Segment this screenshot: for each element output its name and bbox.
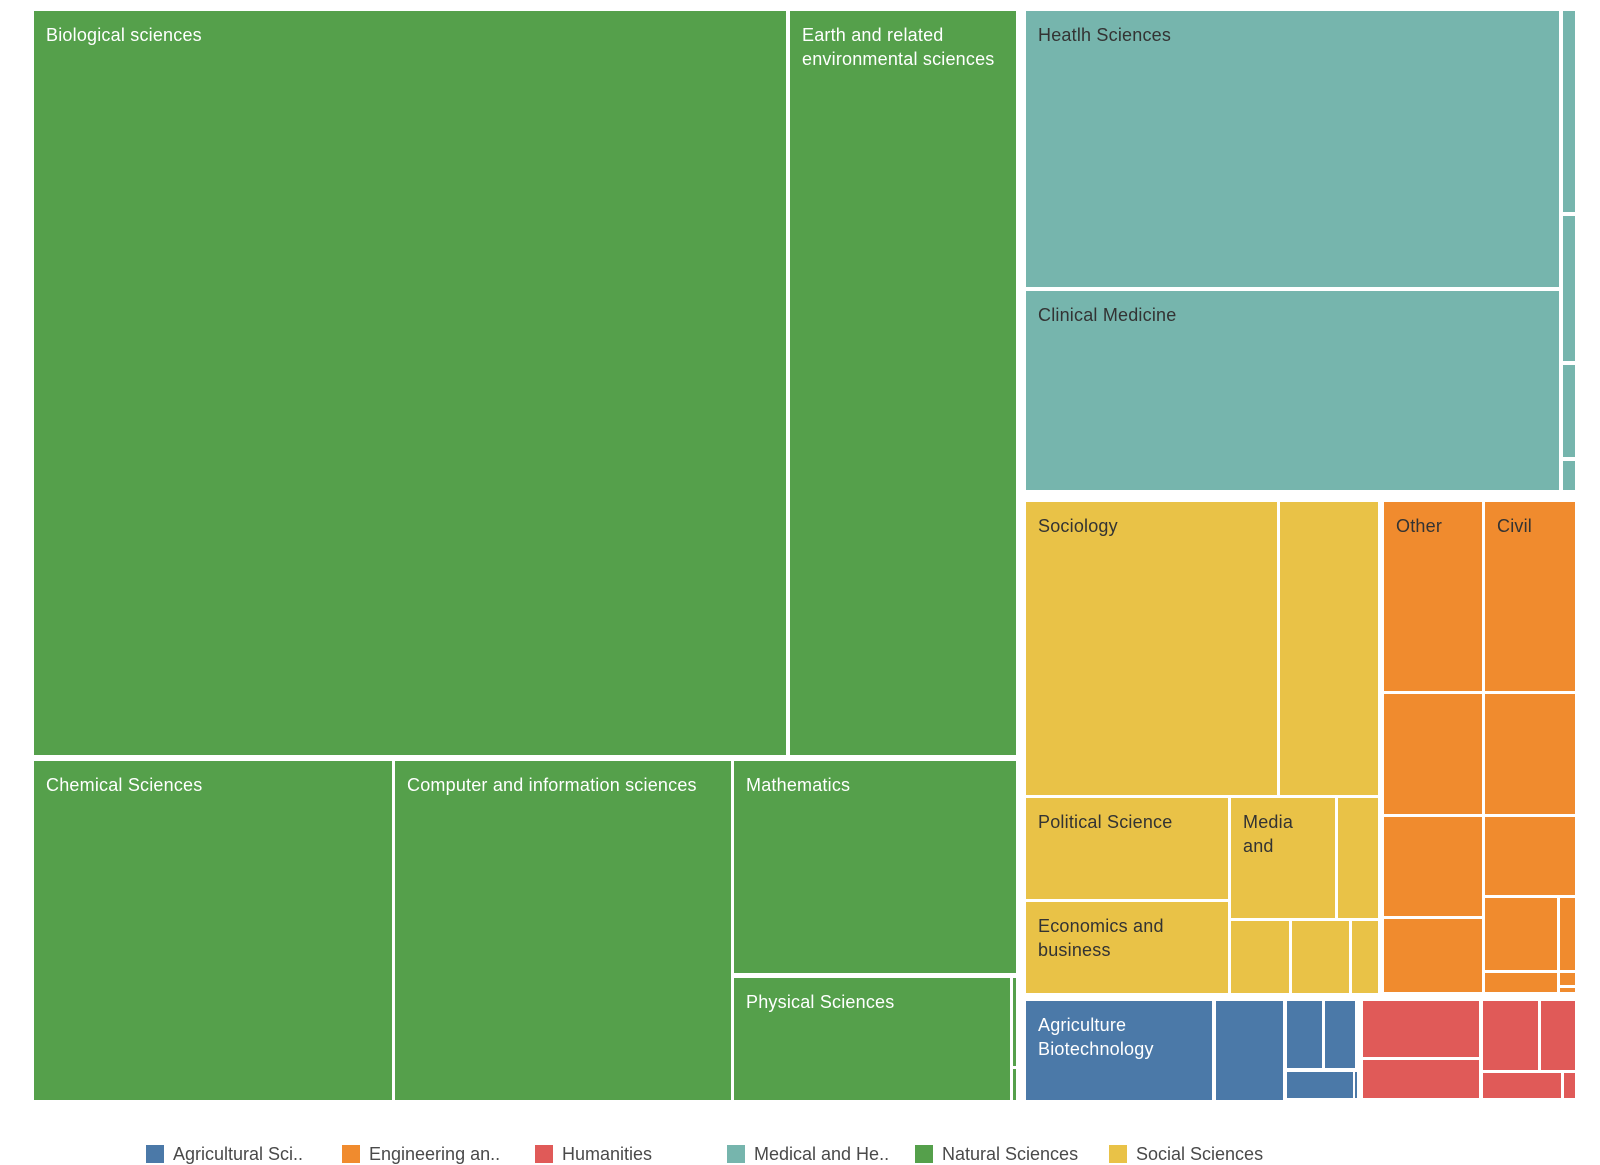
tile-label: Mathematics [746, 775, 851, 795]
tile-biological-sciences[interactable]: Biological sciences [34, 11, 786, 755]
tile-label: Earth and related environmental sciences [802, 25, 995, 69]
legend-swatch-engineering [342, 1145, 360, 1163]
tile-agricultural-unlabeled-5[interactable] [1355, 1072, 1357, 1098]
tile-humanities-unlabeled-3[interactable] [1483, 1001, 1538, 1070]
tile-engineering-unlabeled-8[interactable] [1485, 973, 1557, 992]
tile-natural-small-2[interactable] [1013, 1069, 1016, 1100]
tile-label: Physical Sciences [746, 992, 895, 1012]
tile-physical-sciences[interactable]: Physical Sciences [734, 978, 1010, 1100]
tile-label: Other [1396, 516, 1443, 536]
tile-humanities-unlabeled-5[interactable] [1483, 1073, 1561, 1098]
legend-item-engineering[interactable]: Engineering an.. [342, 1144, 500, 1164]
tile-sociology[interactable]: Sociology [1026, 502, 1277, 795]
tile-health-sciences[interactable]: Heatlh Sciences [1026, 11, 1559, 287]
tile-engineering-unlabeled-2[interactable] [1384, 817, 1482, 916]
tile-engineering-unlabeled-7[interactable] [1560, 898, 1575, 970]
tile-humanities-unlabeled-1[interactable] [1363, 1001, 1479, 1057]
tile-media-and[interactable]: Media and [1231, 798, 1335, 918]
tile-medical-small-3[interactable] [1563, 365, 1575, 457]
legend-swatch-medical [727, 1145, 745, 1163]
tile-agricultural-unlabeled-3[interactable] [1325, 1001, 1355, 1068]
tile-economics-business[interactable]: Economics and business [1026, 902, 1228, 993]
tile-political-science[interactable]: Political Science [1026, 798, 1228, 899]
legend-item-social[interactable]: Social Sciences [1109, 1144, 1263, 1164]
tile-earth-environmental[interactable]: Earth and related environmental sciences [790, 11, 1016, 755]
tile-engineering-unlabeled-4[interactable] [1485, 694, 1575, 814]
tile-agricultural-unlabeled-2[interactable] [1287, 1001, 1322, 1068]
tile-clinical-medicine[interactable]: Clinical Medicine [1026, 291, 1559, 490]
tile-social-unlabeled-2[interactable] [1338, 798, 1378, 918]
legend-item-medical[interactable]: Medical and He.. [727, 1144, 889, 1164]
legend-label: Social Sciences [1136, 1143, 1264, 1164]
legend-swatch-humanities [535, 1145, 553, 1163]
tile-label: Biological sciences [46, 25, 202, 45]
tile-label: Agriculture Biotechnology [1038, 1015, 1154, 1059]
tile-label: Clinical Medicine [1038, 305, 1177, 325]
tile-computer-information[interactable]: Computer and information sciences [395, 761, 731, 1100]
legend-item-agricultural[interactable]: Agricultural Sci.. [146, 1144, 303, 1164]
tile-label: Sociology [1038, 516, 1118, 536]
tile-label: Heatlh Sciences [1038, 25, 1172, 45]
tile-engineering-unlabeled-1[interactable] [1384, 694, 1482, 814]
tile-social-unlabeled-3[interactable] [1231, 921, 1289, 993]
tile-humanities-unlabeled-2[interactable] [1363, 1060, 1479, 1098]
legend-label: Humanities [562, 1143, 653, 1164]
legend-label: Agricultural Sci.. [173, 1143, 304, 1164]
tile-social-unlabeled-5[interactable] [1352, 921, 1378, 993]
tile-engineering-unlabeled-10[interactable] [1560, 988, 1575, 992]
legend-label: Medical and He.. [754, 1143, 890, 1164]
tile-label: Civil [1497, 516, 1532, 536]
tile-label: Computer and information sciences [407, 775, 697, 795]
tile-label: Chemical Sciences [46, 775, 203, 795]
tile-agricultural-unlabeled-4[interactable] [1287, 1072, 1353, 1098]
tile-label: Political Science [1038, 812, 1173, 832]
tile-engineering-unlabeled-5[interactable] [1485, 817, 1575, 895]
legend-label: Natural Sciences [942, 1143, 1079, 1164]
tile-medical-small-1[interactable] [1563, 11, 1575, 212]
tile-engineering-unlabeled-6[interactable] [1485, 898, 1557, 970]
tile-mathematics[interactable]: Mathematics [734, 761, 1016, 973]
legend: Agricultural Sci.. Engineering an.. Humani… [0, 1136, 1600, 1165]
legend-swatch-natural [915, 1145, 933, 1163]
tile-engineering-other[interactable]: Other [1384, 502, 1482, 691]
legend-swatch-social [1109, 1145, 1127, 1163]
tile-medical-small-4[interactable] [1563, 461, 1575, 490]
tile-medical-small-2[interactable] [1563, 216, 1575, 361]
tile-humanities-unlabeled-4[interactable] [1541, 1001, 1575, 1070]
tile-social-unlabeled-4[interactable] [1292, 921, 1349, 993]
tile-label: Economics and business [1038, 916, 1164, 960]
tile-label: Media and [1243, 812, 1294, 856]
tile-engineering-unlabeled-9[interactable] [1560, 973, 1575, 985]
tile-engineering-unlabeled-3[interactable] [1384, 919, 1482, 992]
tile-humanities-unlabeled-6[interactable] [1564, 1073, 1575, 1098]
legend-swatch-agricultural [146, 1145, 164, 1163]
tile-agriculture-biotechnology[interactable]: Agriculture Biotechnology [1026, 1001, 1212, 1100]
legend-item-natural[interactable]: Natural Sciences [915, 1144, 1078, 1164]
tile-social-unlabeled-1[interactable] [1280, 502, 1378, 795]
tile-agricultural-unlabeled-1[interactable] [1216, 1001, 1283, 1100]
tile-engineering-civil[interactable]: Civil [1485, 502, 1575, 691]
tile-chemical-sciences[interactable]: Chemical Sciences [34, 761, 392, 1100]
legend-label: Engineering an.. [369, 1143, 501, 1164]
tile-natural-small-1[interactable] [1013, 978, 1016, 1066]
legend-item-humanities[interactable]: Humanities [535, 1144, 652, 1164]
treemap: Biological sciences Earth and related env… [34, 11, 1575, 1100]
